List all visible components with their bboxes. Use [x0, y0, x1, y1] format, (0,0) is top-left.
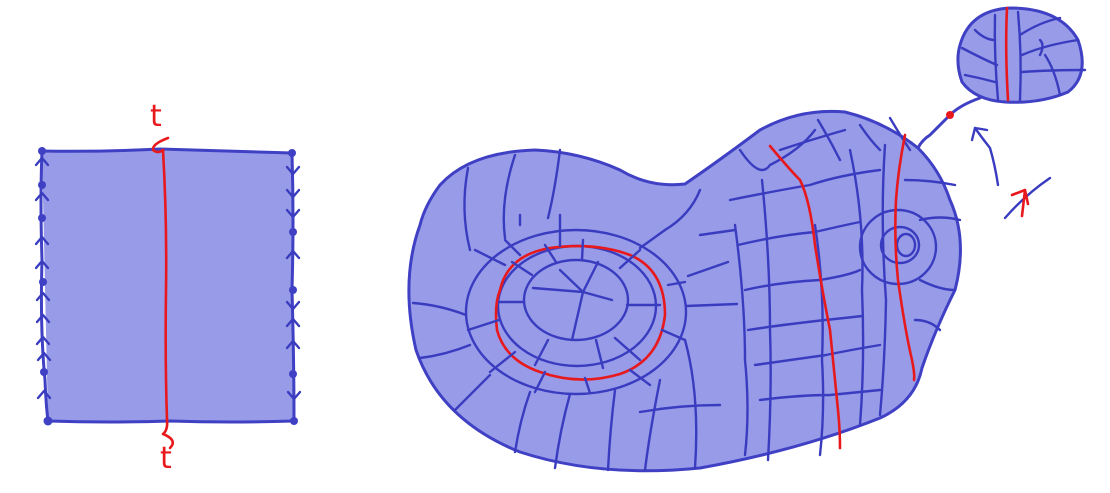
- blob-grid: [960, 10, 1087, 102]
- connector-red-dot: [946, 111, 954, 119]
- rectangle-panel: t t: [34, 99, 302, 476]
- rectangle-red-curve: [161, 148, 169, 422]
- outer-radials: [411, 148, 739, 472]
- top-label: t: [150, 99, 162, 134]
- blob-red-line: [1004, 6, 1010, 102]
- inner-hole: [522, 258, 630, 342]
- rectangle-bottom-edge: [46, 419, 296, 424]
- connector-line: [916, 96, 982, 150]
- rectangle-fill: [42, 150, 294, 423]
- bottom-label: t: [160, 441, 172, 476]
- kidney-outline: [407, 109, 962, 473]
- small-blob: [956, 6, 1087, 104]
- rectangle-top-edge: [40, 147, 294, 155]
- right-grid: [728, 116, 962, 462]
- small-ring-inner: [879, 225, 921, 265]
- kidney-fill: [408, 111, 961, 471]
- lower-red-mark: [1010, 188, 1030, 218]
- small-hole: [895, 232, 917, 258]
- bottom-hook: [161, 418, 175, 450]
- left-edge-marks: [34, 147, 53, 426]
- outer-ring: [464, 228, 688, 396]
- direction-arrows: [970, 126, 1052, 220]
- red-curve-right: [894, 133, 916, 382]
- top-hook: [151, 136, 170, 154]
- right-edge-marks: [285, 149, 302, 425]
- rectangle-left-edge: [39, 149, 50, 423]
- connector: [916, 96, 982, 150]
- blob-outline: [956, 6, 1084, 104]
- red-curve-middle: [768, 144, 842, 450]
- kidney-surface: [407, 109, 962, 473]
- curved-arrow-head: [970, 126, 989, 142]
- ring-grid: [466, 213, 687, 395]
- curved-arrow-shaft: [973, 126, 1000, 187]
